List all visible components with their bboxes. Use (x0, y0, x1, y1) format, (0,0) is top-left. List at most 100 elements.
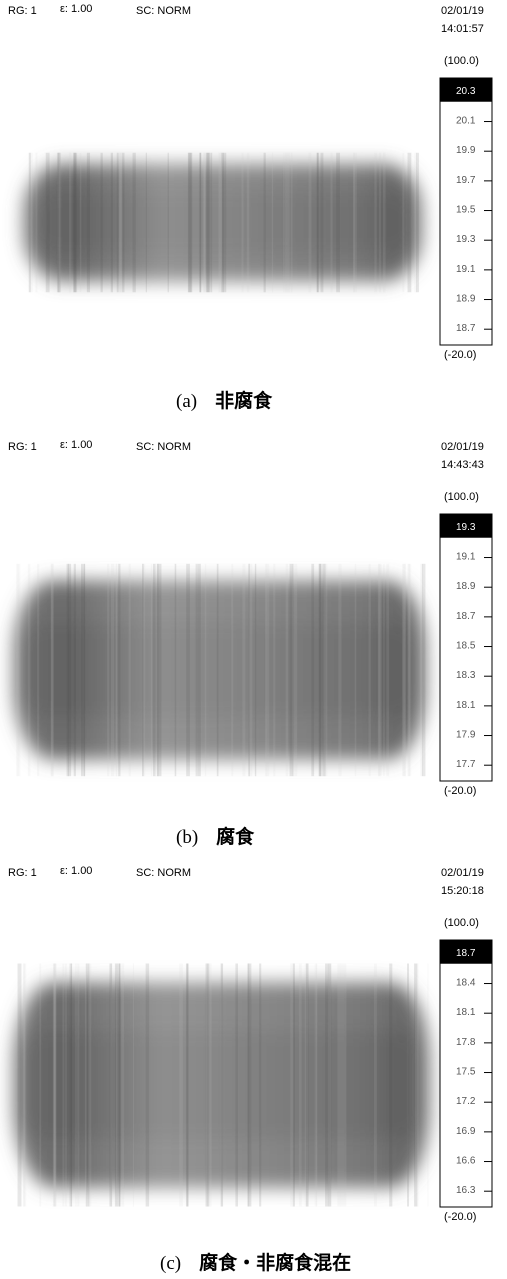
texture (70, 964, 72, 1207)
range: RG: 1 (8, 5, 37, 17)
texture (197, 564, 201, 776)
scale-label: 18.7 (456, 611, 476, 622)
texture (52, 564, 54, 776)
texture (117, 153, 119, 293)
texture (175, 564, 177, 776)
scale-mode: SC: NORM (136, 867, 191, 879)
texture (196, 564, 197, 776)
texture (368, 564, 370, 776)
scale-label: 18.3 (456, 670, 476, 681)
texture (319, 564, 322, 776)
texture (353, 153, 357, 293)
caption: (a)非腐食 (176, 386, 272, 413)
scale-label: 17.5 (456, 1067, 476, 1078)
texture (286, 564, 288, 776)
texture (116, 564, 117, 776)
texture (294, 564, 297, 776)
scale-label: 18.9 (456, 294, 476, 305)
texture (286, 153, 290, 293)
texture (18, 564, 21, 776)
texture (273, 564, 275, 776)
graphics: 20.320.119.919.719.519.319.118.918.719.3… (0, 0, 507, 1279)
scale-max: (100.0) (444, 55, 479, 67)
scale-min: (-20.0) (444, 785, 476, 797)
texture (121, 964, 124, 1207)
caption-label: (a) (176, 391, 197, 412)
texture (35, 153, 37, 293)
scale-label: 17.9 (456, 730, 476, 741)
texture (199, 153, 201, 293)
texture (84, 564, 85, 776)
texture (151, 564, 152, 776)
texture (153, 564, 156, 776)
texture (88, 964, 91, 1207)
scale-label: 16.3 (456, 1185, 476, 1196)
texture (116, 964, 117, 1207)
scale-max: (100.0) (444, 491, 479, 503)
scale-label: 19.1 (456, 552, 476, 563)
texture (337, 964, 340, 1207)
texture (338, 564, 341, 776)
texture (407, 964, 408, 1207)
texture (87, 153, 90, 293)
scale-label: 18.5 (456, 641, 476, 652)
texture (129, 564, 131, 776)
texture (272, 153, 273, 293)
texture (330, 153, 332, 293)
texture (190, 153, 192, 293)
scale-label: 18.1 (456, 1007, 476, 1018)
texture (403, 564, 406, 776)
scale-max: (100.0) (444, 917, 479, 929)
date: 02/01/19 (441, 5, 484, 17)
scale-label: 18.7 (456, 323, 476, 334)
texture (374, 153, 376, 293)
texture (422, 564, 426, 776)
texture (249, 564, 253, 776)
caption-label: (c) (160, 1253, 181, 1274)
texture (324, 564, 328, 776)
texture (344, 964, 346, 1207)
texture (119, 153, 122, 293)
texture (39, 964, 41, 1207)
texture (383, 564, 384, 776)
texture (204, 153, 206, 293)
texture (427, 964, 428, 1207)
scale-min: (-20.0) (444, 349, 476, 361)
scale-label: 20.1 (456, 116, 476, 127)
texture (133, 964, 134, 1207)
scale-label: 20.3 (456, 86, 476, 97)
texture (247, 153, 249, 293)
texture (267, 564, 270, 776)
texture (54, 964, 56, 1207)
scale-label: 19.1 (456, 264, 476, 275)
texture (355, 564, 357, 776)
texture (386, 564, 389, 776)
time: 14:43:43 (441, 459, 484, 471)
caption-label: (b) (176, 827, 198, 848)
texture (146, 964, 149, 1207)
texture (179, 964, 183, 1207)
texture (221, 964, 223, 1207)
texture (416, 153, 419, 293)
caption-text: 腐食 (216, 826, 254, 848)
date: 02/01/19 (441, 441, 484, 453)
texture (62, 964, 64, 1207)
scale-label: 16.9 (456, 1126, 476, 1137)
texture (378, 564, 380, 776)
texture (308, 153, 311, 293)
emissivity: ε: 1.00 (60, 3, 92, 15)
texture (211, 153, 212, 293)
caption: (c)腐食・非腐食混在 (160, 1248, 351, 1275)
scale-label: 19.9 (456, 145, 476, 156)
texture (59, 153, 60, 293)
texture (259, 964, 261, 1207)
figure: 20.320.119.919.719.519.319.118.918.719.3… (0, 0, 507, 1279)
texture (290, 964, 293, 1207)
scale-mode: SC: NORM (136, 5, 191, 17)
texture (235, 964, 238, 1207)
texture (209, 964, 211, 1207)
texture (223, 153, 227, 293)
scale-label: 17.8 (456, 1037, 476, 1048)
texture (311, 564, 314, 776)
texture (133, 153, 136, 293)
